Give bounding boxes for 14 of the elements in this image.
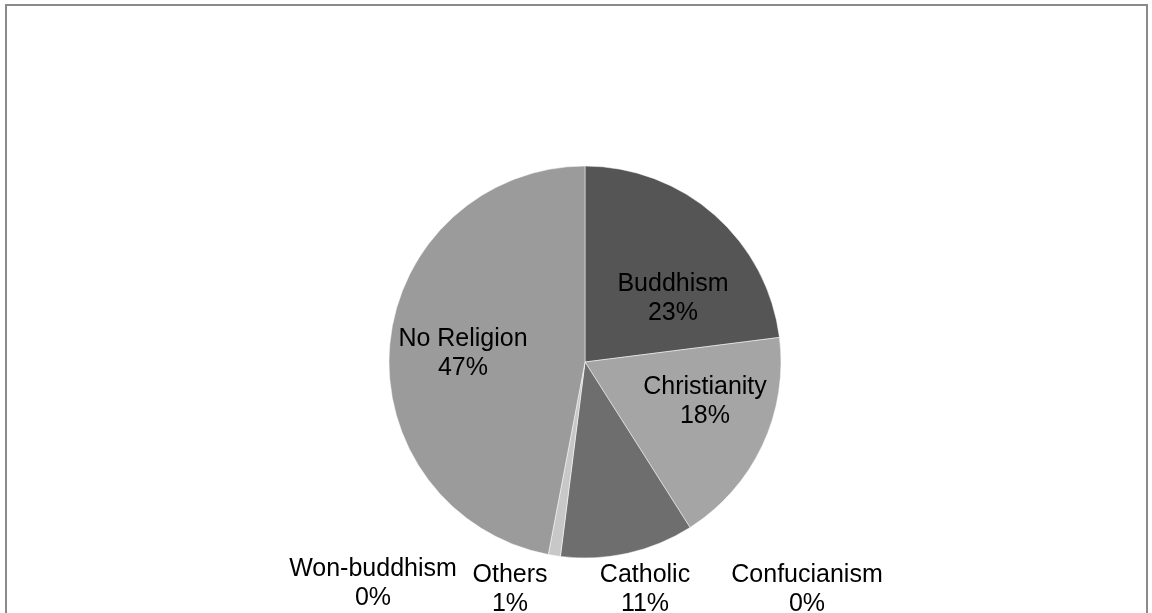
data-label: 47% (437, 352, 489, 380)
slice-label: Others (472, 559, 548, 587)
data-label: 11% (620, 588, 670, 613)
text: 0% (354, 582, 392, 610)
category-label: Won-buddhism (289, 553, 457, 581)
slice-label: Christianity (643, 371, 768, 399)
data-label: 18% (679, 400, 731, 428)
slice-label: Buddhism (617, 268, 729, 296)
text: 0% (788, 588, 826, 613)
slice-label: No Religion (398, 323, 528, 351)
category-label: Confucianism (731, 559, 883, 587)
slice-label: Catholic (599, 559, 691, 587)
data-label: 1% (491, 588, 529, 613)
data-label: 23% (647, 297, 699, 325)
